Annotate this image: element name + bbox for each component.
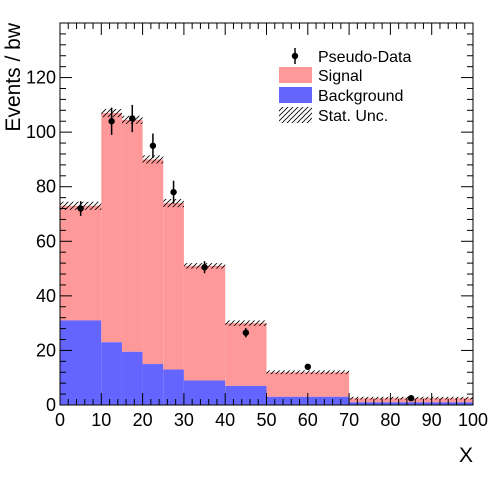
legend-entry-background: Background xyxy=(279,87,403,105)
background-bar xyxy=(60,320,102,405)
x-tick-label: 70 xyxy=(339,410,359,430)
stat-unc-band xyxy=(225,320,267,326)
legend-swatch-stat-unc xyxy=(279,107,312,123)
signal-bar xyxy=(163,203,184,370)
x-tick-label: 40 xyxy=(215,410,235,430)
y-tick-label: 100 xyxy=(26,122,56,142)
x-tick-label: 60 xyxy=(298,410,318,430)
y-tick-label: 80 xyxy=(36,177,56,197)
background-bar xyxy=(225,385,267,405)
y-tick-label: 60 xyxy=(36,231,56,251)
legend-entry-pseudo-data: Pseudo-Data xyxy=(291,48,411,66)
legend-entry-stat-unc: Stat. Unc. xyxy=(279,107,388,125)
legend-data-marker xyxy=(291,52,299,60)
x-tick-label: 10 xyxy=(91,410,111,430)
legend-swatch-signal xyxy=(279,67,312,83)
x-tick-label: 90 xyxy=(422,410,442,430)
x-tick-label: 100 xyxy=(458,410,488,430)
stat-unc-band xyxy=(142,155,164,164)
data-point xyxy=(108,118,115,125)
background-bar xyxy=(183,380,226,405)
y-axis-label: Events / bw xyxy=(2,22,25,131)
signal-bar xyxy=(266,372,350,397)
x-tick-label: 30 xyxy=(174,410,194,430)
data-point xyxy=(170,188,177,196)
y-tick-label: 120 xyxy=(26,68,56,88)
legend-entry-signal: Signal xyxy=(279,67,362,85)
stat-unc-band xyxy=(266,370,350,375)
legend-label-pseudo-data: Pseudo-Data xyxy=(318,49,411,66)
signal-bar xyxy=(60,205,102,321)
axes: 0 10 20 30 40 50 60 70 80 90 100 0 20 40 60 80 100 120 xyxy=(26,22,488,430)
signal-bar xyxy=(121,119,143,352)
legend-label-stat-unc: Stat. Unc. xyxy=(318,108,388,125)
signal-bar xyxy=(183,265,226,381)
data-point xyxy=(407,394,415,402)
data-point xyxy=(201,264,208,271)
legend-label-background: Background xyxy=(318,88,403,105)
data-point xyxy=(242,329,250,336)
x-tick-label: 50 xyxy=(256,410,276,430)
y-tick-label: 40 xyxy=(36,286,56,306)
data-point xyxy=(77,205,84,212)
pseudo-data-points xyxy=(77,104,415,402)
background-bar xyxy=(163,369,184,405)
background-bar xyxy=(349,402,473,405)
background-bar xyxy=(101,342,122,405)
x-tick-label: 0 xyxy=(55,410,65,430)
background-bar xyxy=(142,364,164,405)
data-point xyxy=(149,142,157,149)
y-tick-label: 0 xyxy=(46,395,56,415)
x-tick-label: 80 xyxy=(380,410,400,430)
stacked-histogram xyxy=(60,113,473,405)
x-axis-label: X xyxy=(459,444,473,467)
y-tick-label: 20 xyxy=(36,340,56,360)
x-tick-label: 20 xyxy=(133,410,153,430)
legend-swatch-background xyxy=(279,87,312,103)
legend-label-signal: Signal xyxy=(318,68,362,85)
background-bar xyxy=(121,351,143,405)
data-point xyxy=(129,115,136,122)
legend: Pseudo-Data Signal Background Stat. Unc. xyxy=(279,48,411,125)
signal-bar xyxy=(101,113,122,343)
signal-bar xyxy=(142,159,164,365)
data-point xyxy=(304,363,311,370)
